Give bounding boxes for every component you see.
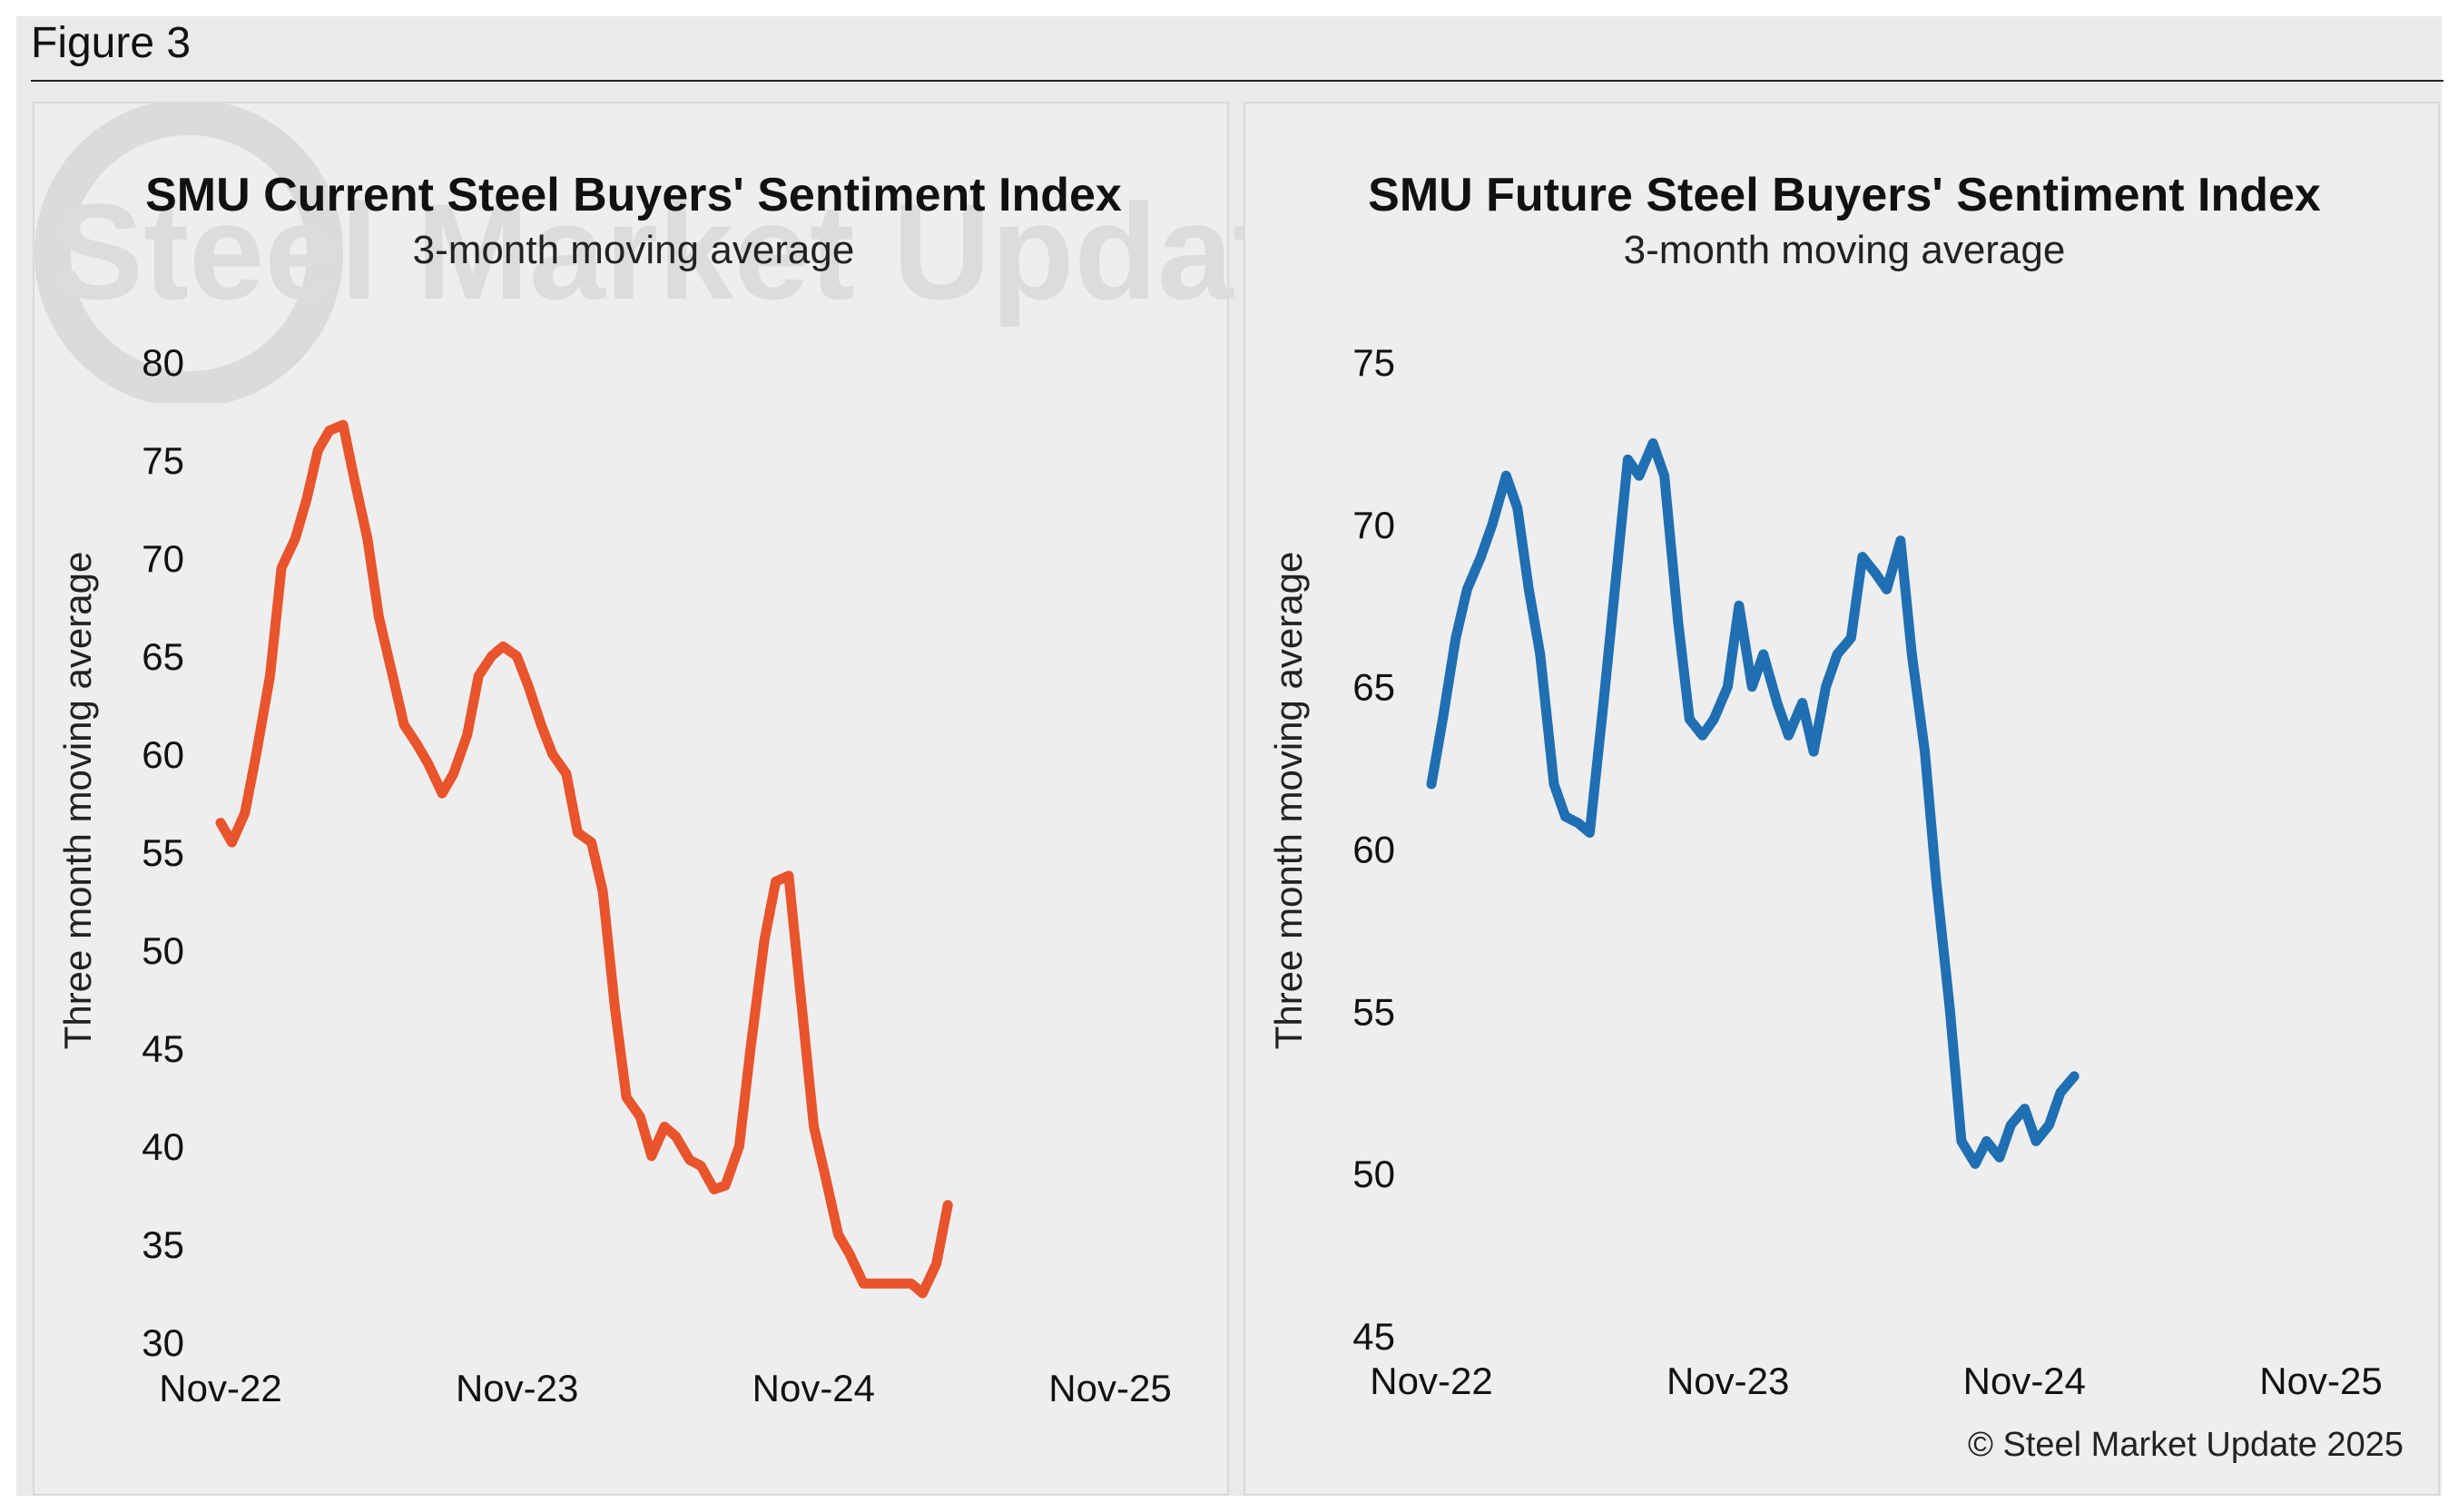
x-tick-label: Nov-23 bbox=[1667, 1360, 1789, 1402]
y-tick-label: 55 bbox=[142, 831, 184, 874]
chart-subtitle: 3-month moving average bbox=[1624, 228, 2066, 272]
y-tick-label: 50 bbox=[1352, 1153, 1395, 1195]
chart-subtitle: 3-month moving average bbox=[413, 228, 855, 272]
x-tick-label: Nov-24 bbox=[1963, 1360, 2086, 1402]
y-tick-label: 35 bbox=[142, 1223, 184, 1266]
series-lines bbox=[1426, 437, 2079, 1169]
y-axis-label: Three month moving average bbox=[56, 552, 99, 1050]
chart-panel-current: Steel Market Update SMU Current Steel Bu… bbox=[33, 102, 1342, 1496]
y-tick-label: 30 bbox=[142, 1321, 184, 1364]
x-axis-ticks: Nov-22 Nov-23 Nov-24 Nov-25 bbox=[159, 1367, 1171, 1409]
y-axis-ticks: 30 35 40 45 50 55 60 65 70 75 80 bbox=[142, 341, 184, 1364]
chart-panel-future: SMU Future Steel Buyers' Sentiment Index… bbox=[1244, 102, 2440, 1496]
series-line bbox=[1426, 437, 2079, 1169]
chart-title: SMU Current Steel Buyers' Sentiment Inde… bbox=[145, 169, 1122, 221]
y-tick-label: 60 bbox=[1352, 829, 1395, 871]
series-lines bbox=[215, 419, 953, 1299]
y-axis-ticks: 45 50 55 60 65 70 75 bbox=[1352, 341, 1395, 1358]
y-tick-label: 70 bbox=[142, 537, 184, 580]
y-tick-label: 60 bbox=[142, 733, 184, 776]
y-tick-label: 65 bbox=[1352, 666, 1395, 709]
chart-current-sentiment: SMU Current Steel Buyers' Sentiment Inde… bbox=[56, 169, 1172, 1409]
y-axis-label: Three month moving average bbox=[1267, 552, 1310, 1050]
y-tick-label: 55 bbox=[1352, 990, 1395, 1033]
x-tick-label: Nov-25 bbox=[1048, 1367, 1171, 1409]
series-line bbox=[215, 419, 953, 1299]
y-tick-label: 50 bbox=[142, 929, 184, 972]
chart-future-sentiment: SMU Future Steel Buyers' Sentiment Index… bbox=[1267, 169, 2383, 1402]
chart-title: SMU Future Steel Buyers' Sentiment Index bbox=[1368, 169, 2321, 221]
x-axis-ticks: Nov-22 Nov-23 Nov-24 Nov-25 bbox=[1370, 1360, 2382, 1402]
y-tick-label: 45 bbox=[1352, 1315, 1395, 1358]
figure-label: Figure 3 bbox=[31, 19, 192, 67]
x-tick-label: Nov-24 bbox=[752, 1367, 875, 1409]
copyright-notice: © Steel Market Update 2025 bbox=[1967, 1426, 2404, 1464]
y-tick-label: 75 bbox=[1352, 341, 1395, 384]
x-tick-label: Nov-22 bbox=[159, 1367, 281, 1409]
y-tick-label: 65 bbox=[142, 635, 184, 678]
x-tick-label: Nov-23 bbox=[456, 1367, 578, 1409]
y-tick-label: 40 bbox=[142, 1125, 184, 1168]
y-tick-label: 70 bbox=[1352, 504, 1395, 546]
x-tick-label: Nov-22 bbox=[1370, 1360, 1492, 1402]
y-tick-label: 80 bbox=[142, 341, 184, 384]
y-tick-label: 45 bbox=[142, 1027, 184, 1070]
figure-divider bbox=[31, 80, 2443, 82]
x-tick-label: Nov-25 bbox=[2259, 1360, 2382, 1402]
y-tick-label: 75 bbox=[142, 439, 184, 482]
